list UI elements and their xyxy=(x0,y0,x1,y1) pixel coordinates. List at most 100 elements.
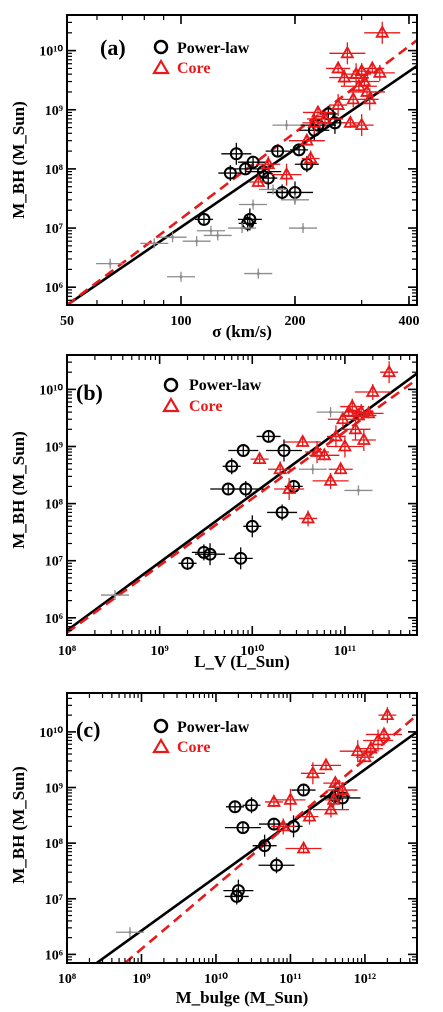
core-point xyxy=(378,707,397,724)
triangle-marker xyxy=(326,791,341,805)
power-law-point xyxy=(258,857,295,874)
core-point xyxy=(300,808,319,825)
core-point xyxy=(351,428,376,451)
fit-line-all xyxy=(95,730,417,963)
core-point xyxy=(380,361,399,384)
x-tick-label: 10⁹ xyxy=(151,644,169,659)
x-tick-label: 200 xyxy=(284,314,305,329)
triangle-marker xyxy=(372,65,387,78)
triangle-marker xyxy=(357,749,372,763)
core-point xyxy=(271,818,296,835)
circle-marker xyxy=(243,212,257,226)
x-tick-label: 10¹⁰ xyxy=(240,644,264,659)
circle-marker xyxy=(181,556,195,570)
triangle-marker xyxy=(354,63,369,77)
core-point xyxy=(271,163,302,186)
other-point xyxy=(344,485,373,496)
other-point xyxy=(115,927,144,938)
x-tick-label: 10⁸ xyxy=(58,644,76,659)
dot-marker xyxy=(179,275,183,279)
power-law-point xyxy=(194,212,213,226)
core-point xyxy=(364,21,401,44)
triangle-marker xyxy=(279,166,294,180)
power-law-point xyxy=(222,458,241,475)
plot-area-a: 50 100 200 400 10⁶ 10⁷ 10⁸ 10⁹ 10¹⁰ xyxy=(39,14,419,329)
y-tick-label: 10⁶ xyxy=(45,281,63,296)
core-point xyxy=(284,434,321,447)
triangle-marker xyxy=(251,174,266,187)
legend-c-triangle-marker xyxy=(152,737,170,754)
other-point xyxy=(196,225,225,236)
circle-marker xyxy=(277,444,291,458)
triangle-marker xyxy=(354,117,369,131)
circle-marker xyxy=(245,519,259,533)
plot-frame xyxy=(66,692,418,964)
circle-marker xyxy=(236,821,250,835)
circle-marker xyxy=(311,118,325,132)
circle-marker xyxy=(197,545,211,559)
legend-b: Power-law Core xyxy=(162,377,262,415)
dot-marker xyxy=(128,930,132,934)
y-tick-label: 10⁸ xyxy=(45,837,63,852)
power-law-point xyxy=(237,208,262,231)
dot-marker xyxy=(329,410,333,414)
triangle-marker xyxy=(345,398,360,412)
core-point xyxy=(352,404,371,421)
other-point xyxy=(203,230,232,241)
dot-marker xyxy=(171,235,175,239)
core-point xyxy=(285,840,322,854)
core-point xyxy=(256,156,281,173)
core-point xyxy=(339,740,376,763)
triangle-marker xyxy=(318,757,334,771)
panel-c-label: (c) xyxy=(76,717,100,742)
power-law-point xyxy=(225,800,244,814)
power-law-point xyxy=(243,515,262,538)
legend-a-triangle-marker xyxy=(152,58,170,75)
circle-marker xyxy=(297,783,311,797)
triangle-marker xyxy=(331,97,346,110)
triangle-marker xyxy=(343,115,358,128)
other-point xyxy=(239,199,268,210)
panel-c: 10⁸ 10⁹ 10¹⁰ 10¹¹ 10¹² 10⁶ 10⁷ 10⁸ 10⁹ 10¹⁰ (c) P… xyxy=(9,692,418,1007)
legend-c: Power-law Core xyxy=(152,718,250,756)
triangle-marker xyxy=(302,808,317,822)
core-point xyxy=(326,435,363,458)
dot-marker xyxy=(285,123,289,127)
fit-line-core xyxy=(67,39,417,305)
y-tick-label: 10⁹ xyxy=(45,782,63,797)
circle-marker xyxy=(275,505,289,519)
y-tick-label: 10¹⁰ xyxy=(39,45,63,60)
legend-b-triangle-marker xyxy=(162,396,180,413)
triangle-marker xyxy=(310,104,325,118)
other-point xyxy=(289,223,318,234)
y-tick-label: 10¹⁰ xyxy=(39,726,63,741)
plot-frame xyxy=(66,14,418,306)
triangle-marker xyxy=(266,794,281,807)
panel-a-label: (a) xyxy=(100,35,126,60)
circle-marker xyxy=(258,839,272,853)
y-tick-label: 10⁶ xyxy=(45,948,63,963)
other-point xyxy=(182,236,211,247)
other-point xyxy=(280,194,309,205)
power-law-point xyxy=(265,144,290,158)
power-law-point xyxy=(291,783,316,797)
fit-line-all xyxy=(67,64,417,305)
dot-marker xyxy=(271,187,275,191)
triangle-marker xyxy=(328,428,343,442)
core-point xyxy=(349,114,374,137)
triangle-marker xyxy=(362,91,377,105)
legend-c-core: Core xyxy=(177,739,210,756)
triangle-marker xyxy=(380,707,395,721)
y-tick-label: 10⁹ xyxy=(45,104,63,119)
dot-marker xyxy=(240,226,244,230)
dot-marker xyxy=(356,488,360,492)
circle-marker xyxy=(236,444,250,458)
triangle-marker xyxy=(363,740,378,754)
y-axis-label-a: M_BH (M_Sun) xyxy=(9,101,28,219)
y-axis-label-b: M_BH (M_Sun) xyxy=(9,431,28,549)
triangle-marker xyxy=(310,444,325,457)
plot-area-c: 10⁸ 10⁹ 10¹⁰ 10¹¹ 10¹² 10⁶ 10⁷ 10⁸ 10⁹ 10¹⁰ xyxy=(39,692,418,987)
triangle-marker xyxy=(273,461,288,475)
triangle-marker xyxy=(354,404,369,418)
